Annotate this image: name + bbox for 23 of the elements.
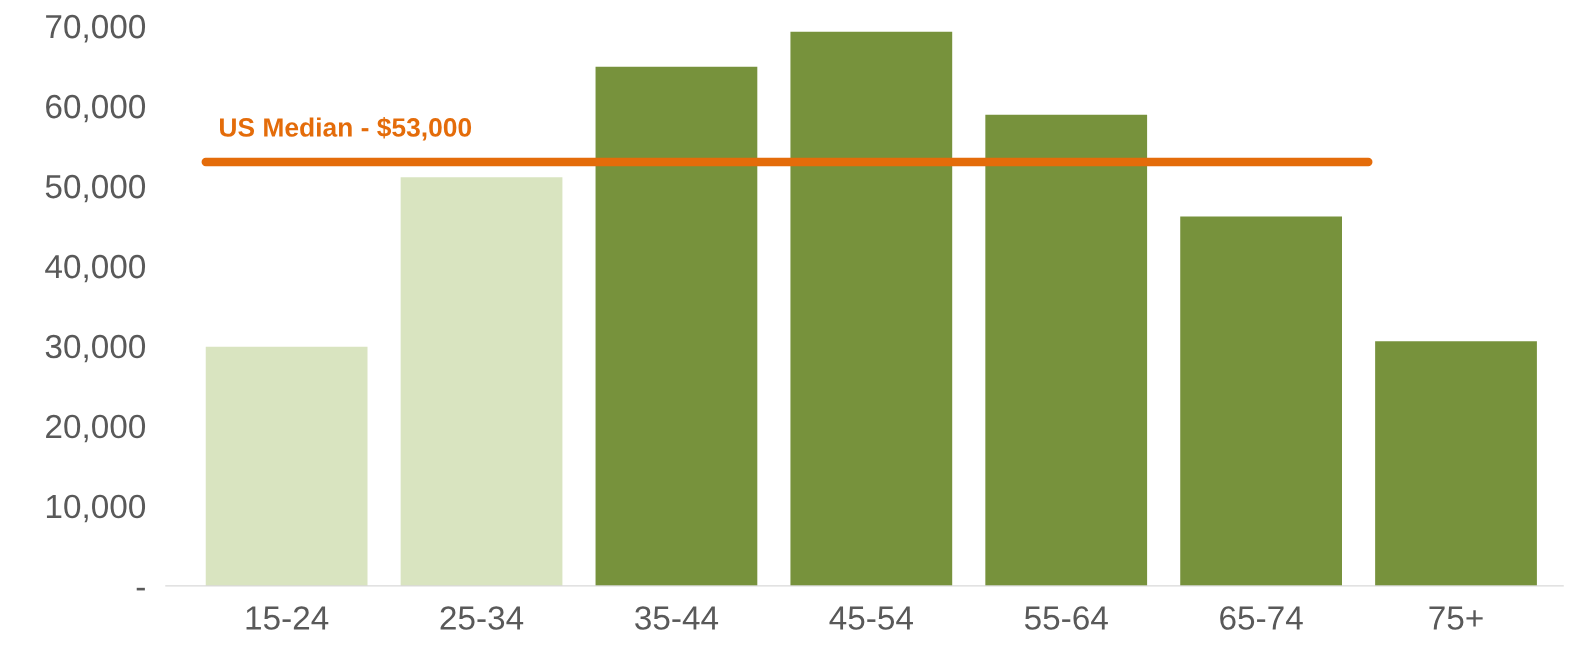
y-tick-label: 60,000 <box>46 94 146 123</box>
y-tick-label: 40,000 <box>45 254 146 283</box>
ref-line-label: US Median - $53,000 <box>220 116 472 141</box>
bar <box>205 346 368 586</box>
x-tick-label: 45-54 <box>829 606 913 630</box>
bar <box>790 31 953 586</box>
x-tick-label: 65-74 <box>1220 606 1303 630</box>
bar <box>1375 341 1537 586</box>
bar <box>1180 216 1342 586</box>
bar <box>595 66 758 586</box>
y-tick-label: 10,000 <box>46 494 146 523</box>
x-tick-label: 55-64 <box>1024 606 1108 630</box>
x-tick-label: 75+ <box>1429 606 1483 630</box>
x-tick-label: 15-24 <box>246 606 329 630</box>
x-tick-label: 25-34 <box>440 606 524 630</box>
bar <box>400 177 563 586</box>
y-tick-label: 20,000 <box>46 414 146 443</box>
y-tick-label: 30,000 <box>45 334 146 363</box>
bar <box>985 114 1148 586</box>
y-tick-label: 50,000 <box>45 174 146 203</box>
y-tick-label: 70,000 <box>46 14 146 43</box>
x-tick-label: 35-44 <box>635 606 719 630</box>
y-tick-label: - <box>136 587 145 591</box>
